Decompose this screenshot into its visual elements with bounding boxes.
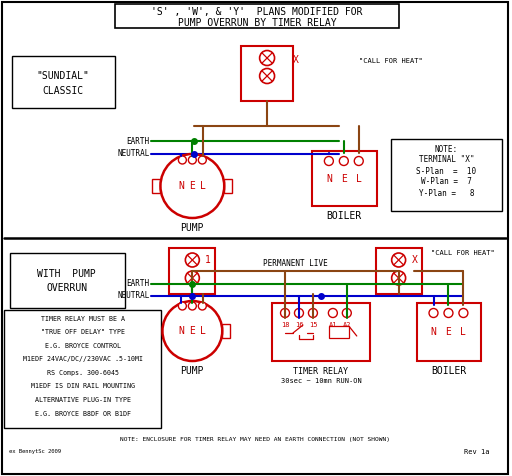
Text: E.G. BROYCE CONTROL: E.G. BROYCE CONTROL [45, 343, 121, 349]
Text: L: L [200, 326, 206, 336]
Text: E: E [445, 327, 452, 337]
Text: 'S' , 'W', & 'Y'  PLANS MODIFIED FOR: 'S' , 'W', & 'Y' PLANS MODIFIED FOR [152, 7, 363, 17]
Text: PERMANENT LIVE: PERMANENT LIVE [263, 259, 327, 268]
FancyBboxPatch shape [417, 303, 481, 361]
Text: TERMINAL "X": TERMINAL "X" [419, 156, 474, 165]
FancyBboxPatch shape [12, 56, 115, 108]
Text: 1: 1 [205, 255, 211, 265]
Text: NEUTRAL: NEUTRAL [117, 149, 150, 159]
Circle shape [260, 69, 274, 83]
FancyBboxPatch shape [115, 4, 399, 28]
FancyBboxPatch shape [155, 324, 162, 338]
Circle shape [160, 154, 224, 218]
Text: ex BennytSc 2009: ex BennytSc 2009 [9, 449, 61, 455]
Circle shape [198, 156, 206, 164]
Text: Rev 1a: Rev 1a [464, 449, 489, 455]
FancyBboxPatch shape [272, 303, 370, 361]
Circle shape [459, 308, 468, 317]
Text: BOILER: BOILER [326, 211, 361, 221]
FancyBboxPatch shape [376, 248, 421, 294]
Text: 16: 16 [295, 322, 303, 328]
Text: PUMP: PUMP [181, 223, 204, 233]
Circle shape [328, 308, 337, 317]
Text: 18: 18 [281, 322, 289, 328]
FancyBboxPatch shape [10, 253, 124, 308]
Text: S-Plan  =  10: S-Plan = 10 [416, 167, 477, 176]
Text: TIMER RELAY: TIMER RELAY [293, 367, 348, 376]
Text: Y-Plan =   8: Y-Plan = 8 [419, 188, 474, 198]
Text: NOTE:: NOTE: [435, 145, 458, 153]
Circle shape [429, 308, 438, 317]
Circle shape [188, 302, 196, 310]
Text: NOTE: ENCLOSURE FOR TIMER RELAY MAY NEED AN EARTH CONNECTION (NOT SHOWN): NOTE: ENCLOSURE FOR TIMER RELAY MAY NEED… [120, 437, 390, 443]
Text: PUMP: PUMP [181, 366, 204, 376]
Text: CLASSIC: CLASSIC [42, 86, 83, 96]
Circle shape [354, 157, 363, 166]
Text: "TRUE OFF DELAY" TYPE: "TRUE OFF DELAY" TYPE [41, 329, 125, 336]
Text: WITH  PUMP: WITH PUMP [37, 269, 96, 279]
Text: BOILER: BOILER [431, 366, 466, 376]
Text: EARTH: EARTH [126, 279, 150, 288]
Text: E: E [189, 326, 195, 336]
FancyBboxPatch shape [222, 324, 230, 338]
Text: PUMP OVERRUN BY TIMER RELAY: PUMP OVERRUN BY TIMER RELAY [178, 18, 336, 28]
Text: X: X [412, 255, 417, 265]
FancyBboxPatch shape [312, 151, 377, 206]
Text: 30sec ~ 10mn RUN-ON: 30sec ~ 10mn RUN-ON [281, 378, 361, 384]
Text: A2: A2 [343, 322, 351, 328]
Text: M1EDF IS DIN RAIL MOUNTING: M1EDF IS DIN RAIL MOUNTING [31, 384, 135, 389]
FancyBboxPatch shape [169, 248, 215, 294]
Text: EARTH: EARTH [126, 137, 150, 146]
Text: A1: A1 [329, 322, 337, 328]
Circle shape [339, 157, 348, 166]
Text: N: N [179, 181, 184, 191]
Text: N: N [179, 326, 184, 336]
Text: OVERRUN: OVERRUN [46, 283, 88, 293]
Circle shape [444, 308, 453, 317]
Circle shape [308, 308, 317, 317]
FancyBboxPatch shape [391, 139, 502, 211]
Text: E: E [189, 181, 195, 191]
Circle shape [392, 253, 406, 267]
Circle shape [392, 271, 406, 285]
Text: "SUNDIAL": "SUNDIAL" [36, 71, 89, 81]
Text: X: X [293, 55, 299, 65]
FancyBboxPatch shape [4, 310, 161, 428]
FancyBboxPatch shape [241, 46, 293, 101]
Text: TIMER RELAY MUST BE A: TIMER RELAY MUST BE A [41, 316, 125, 322]
Text: "CALL FOR HEAT": "CALL FOR HEAT" [359, 58, 422, 64]
Text: M1EDF 24VAC/DC//230VAC .5-10MI: M1EDF 24VAC/DC//230VAC .5-10MI [23, 357, 143, 363]
Circle shape [343, 308, 351, 317]
Text: 15: 15 [309, 322, 317, 328]
Text: RS Comps. 300-6045: RS Comps. 300-6045 [47, 370, 119, 376]
Text: L: L [356, 174, 361, 184]
Text: N: N [431, 327, 436, 337]
Text: E: E [341, 174, 347, 184]
Circle shape [185, 271, 199, 285]
Circle shape [162, 301, 222, 361]
FancyBboxPatch shape [224, 179, 232, 193]
FancyBboxPatch shape [329, 326, 349, 338]
Circle shape [188, 156, 196, 164]
Text: NEUTRAL: NEUTRAL [117, 291, 150, 300]
Text: W-Plan =  7: W-Plan = 7 [421, 178, 472, 187]
Circle shape [281, 308, 289, 317]
Circle shape [198, 302, 206, 310]
Text: N: N [326, 174, 332, 184]
FancyBboxPatch shape [153, 179, 160, 193]
Text: "CALL FOR HEAT": "CALL FOR HEAT" [431, 250, 494, 256]
Text: E.G. BROYCE B8DF OR B1DF: E.G. BROYCE B8DF OR B1DF [35, 410, 131, 416]
Text: L: L [460, 327, 466, 337]
Text: L: L [200, 181, 206, 191]
Circle shape [178, 156, 186, 164]
Circle shape [178, 302, 186, 310]
Circle shape [260, 50, 274, 66]
Circle shape [294, 308, 304, 317]
Circle shape [325, 157, 333, 166]
Circle shape [185, 253, 199, 267]
Text: ALTERNATIVE PLUG-IN TYPE: ALTERNATIVE PLUG-IN TYPE [35, 397, 131, 403]
FancyBboxPatch shape [2, 2, 508, 474]
